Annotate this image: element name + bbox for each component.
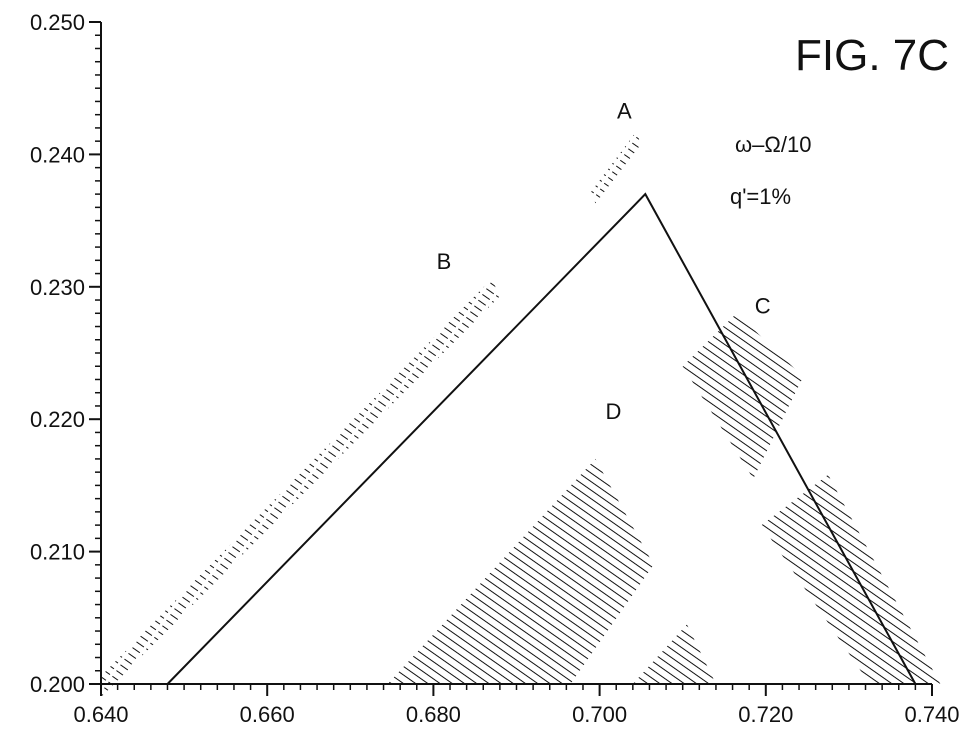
y-tick-label: 0.240	[30, 142, 85, 167]
region-label-b: B	[437, 249, 452, 274]
hatched-region-d	[387, 458, 654, 684]
y-tick-label: 0.230	[30, 275, 85, 300]
hatched-regions	[101, 130, 941, 698]
series-lines	[166, 192, 917, 685]
hatched-region-b	[101, 278, 500, 698]
y-tick-label: 0.200	[30, 672, 85, 697]
figure-title: FIG. 7C	[795, 31, 949, 80]
y-tick-label: 0.250	[30, 10, 85, 35]
hatched-region-c	[682, 313, 804, 479]
x-tick-label: 0.740	[904, 702, 959, 727]
y-tick-label: 0.210	[30, 540, 85, 565]
region-label-a: A	[617, 99, 632, 124]
x-tick-label: 0.640	[73, 702, 128, 727]
annotation-omega: ω–Ω/10	[735, 132, 811, 157]
x-ticks: 0.640 0.660 0.680 0.700 0.720 0.740	[73, 684, 960, 727]
annotation-q: q'=1%	[730, 184, 791, 209]
y-tick-label: 0.220	[30, 407, 85, 432]
x-tick-label: 0.680	[406, 702, 461, 727]
hatched-region	[632, 624, 716, 684]
hatched-region-a	[591, 130, 641, 204]
x-tick-label: 0.700	[572, 702, 627, 727]
region-label-c: C	[755, 293, 771, 318]
region-label-d: D	[605, 399, 621, 424]
x-tick-label: 0.720	[738, 702, 793, 727]
x-tick-label: 0.660	[240, 702, 295, 727]
region-labels: A B C D	[437, 99, 771, 424]
y-ticks: 0.200 0.210 0.220 0.230 0.240 0.250	[30, 10, 101, 697]
series-line	[166, 192, 917, 685]
hatched-region-c	[761, 474, 941, 684]
